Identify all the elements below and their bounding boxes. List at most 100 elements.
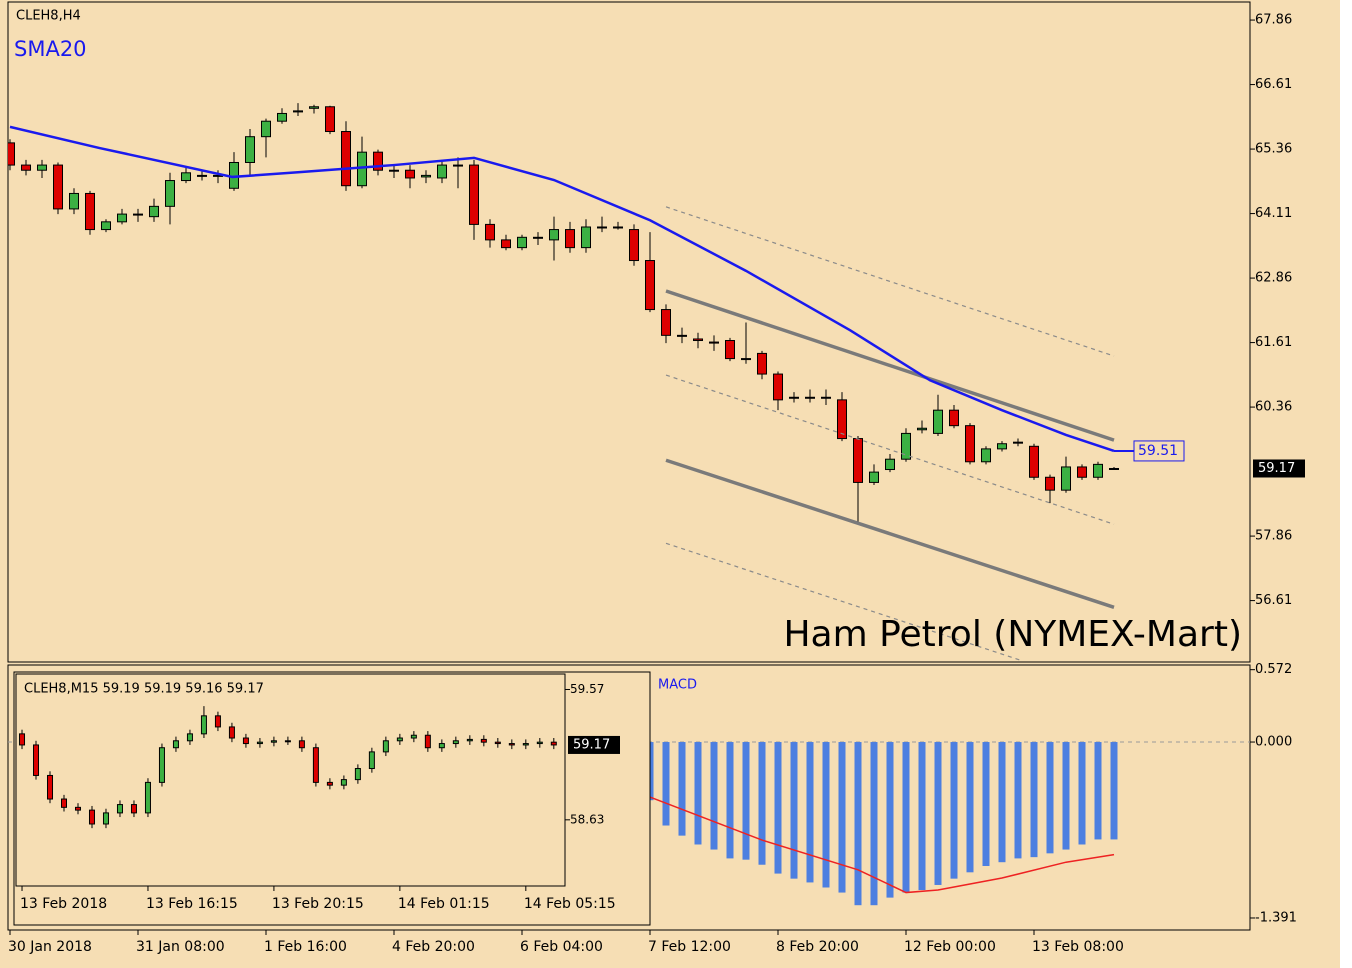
x-tick-label: 6 Feb 04:00 [520,939,603,955]
macd-bar [950,742,958,879]
candle-body [53,164,63,210]
candle-body [466,738,473,742]
macd-bar [1094,742,1102,840]
y-tick-label: 66.61 [1255,77,1292,92]
candle-body [933,409,943,434]
x-tick-label: 14 Feb 01:15 [398,896,490,912]
indicator-name: SMA20 [14,37,87,61]
x-tick-label: 13 Feb 20:15 [272,896,364,912]
candle-body [149,205,159,218]
candle-body [536,741,543,745]
candle-body [581,226,591,249]
signal-line [649,796,1115,894]
candle-body [181,172,191,182]
candle-body [917,427,927,431]
pane-title: MACD [658,678,697,693]
x-tick-label: 13 Feb 08:00 [1032,939,1124,955]
macd-bar [854,742,862,906]
x-tick-label: 4 Feb 20:00 [392,939,475,955]
candle-body [158,747,165,783]
candle-body [981,448,991,463]
y-tick-label: 59.57 [570,682,604,696]
annotation: Ham Petrol (NYMEX-Mart) [783,614,1242,655]
sma-line [9,125,1115,453]
candle-body [501,239,511,249]
candle-body [341,131,351,187]
x-tick-label: 8 Feb 20:00 [776,939,859,955]
candle-body [453,164,463,167]
candle-body [885,458,895,471]
candle-body [517,236,527,249]
y-tick-label: -1.391 [1255,910,1297,925]
macd-bar [838,742,846,893]
candle-body [197,174,207,177]
candle-body [245,136,255,163]
channel-line [665,374,1115,525]
y-tick-label: 64.11 [1255,206,1292,221]
macd-bar [1030,742,1038,858]
macd-bar [1062,742,1070,850]
candle-body [214,715,221,728]
candle-body [116,804,123,814]
main-plot [8,103,1119,661]
macd-bar [966,742,974,873]
candle-body [533,236,543,239]
y-tick-label: 58.63 [570,812,604,826]
macd-bar [790,742,798,879]
candle-body [773,373,783,401]
candle-body [789,396,799,399]
x-tick-label: 30 Jan 2018 [8,939,92,955]
candle-body [597,226,607,229]
candle-body [373,151,383,171]
candle-body [725,340,735,360]
candle-body [997,443,1007,450]
candle-body [645,260,655,311]
candle-body [326,781,333,786]
candle-body [438,743,445,749]
candle-body [270,740,277,743]
candle-body [437,164,447,179]
candle-body [757,352,767,375]
candle-body [869,471,879,483]
macd-bar [998,742,1006,863]
candle-body [172,740,179,749]
candle-body [133,213,143,216]
candle-body [256,741,263,745]
candle-body [186,733,193,742]
candle-body [277,112,287,122]
candle-body [261,120,271,138]
candle-body [144,781,151,814]
labels: 67.86 66.61 65.36 64.11 62.86 61.61 60.36 57.86… [8,9,1305,955]
candle-body [508,743,515,746]
macd-bar [1078,742,1086,845]
candle-body [410,734,417,739]
sma-label-box [1133,440,1185,462]
candle-body [85,192,95,231]
macd-bar [662,742,670,826]
candle-body [949,409,959,427]
candle-body [549,229,559,241]
x-tick-label: 12 Feb 00:00 [904,939,996,955]
candle-body [613,226,623,229]
macd-bar [1014,742,1022,859]
macd-bar [726,742,734,859]
last-price-label: 59.17 [573,737,610,752]
candle-body [396,737,403,742]
macd-bar [758,742,766,865]
candle-body [33,744,40,776]
macd-plot [8,741,1250,906]
last-price-box [568,735,620,754]
macd-pane-frame [7,664,1251,931]
y-tick-label: 0.572 [1255,662,1292,677]
macd-bar [678,742,686,836]
candle-body [405,169,415,179]
inset-frame [13,671,651,926]
channel-line [665,458,1115,609]
last-price-label: 59.17 [1258,461,1295,476]
candle-body [293,110,303,113]
macd-bar [934,742,942,885]
channel-line [665,289,1115,442]
candle-body [389,169,399,172]
candle-body [965,425,975,463]
